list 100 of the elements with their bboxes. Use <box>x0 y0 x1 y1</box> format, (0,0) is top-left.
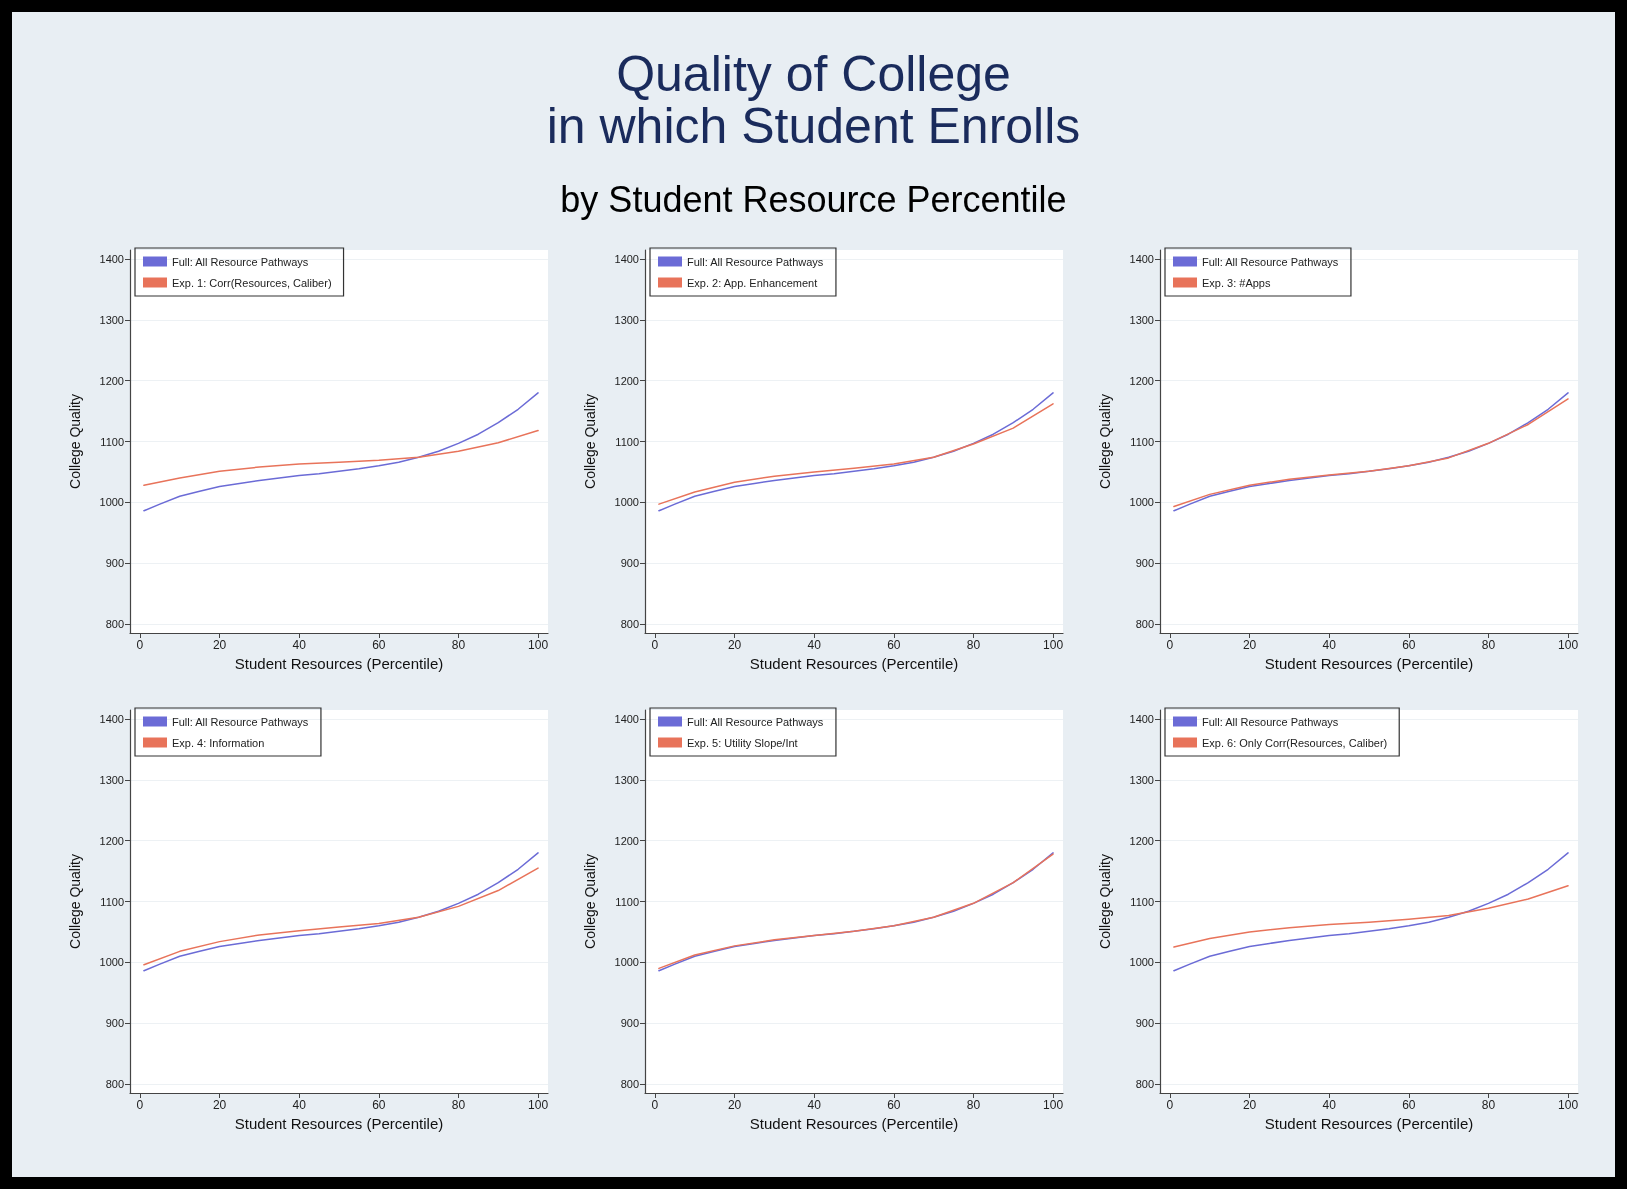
y-tick-label: 1100 <box>100 435 124 448</box>
y-tick-label: 1400 <box>614 713 639 726</box>
y-tick-label: 1300 <box>614 773 639 786</box>
y-tick-label: 900 <box>1135 557 1154 570</box>
y-axis-title: College Quality <box>582 854 598 949</box>
x-tick-label: 20 <box>212 1098 227 1112</box>
x-tick-label: 0 <box>1166 638 1174 652</box>
legend-label: Full: All Resource Pathways <box>687 255 824 268</box>
x-tick-label: 40 <box>292 1098 307 1112</box>
x-tick-label: 40 <box>292 638 307 652</box>
legend-label: Exp. 4: Information <box>172 736 265 749</box>
y-tick-label: 1000 <box>1129 496 1154 509</box>
y-tick-label: 1200 <box>99 374 124 387</box>
y-tick-label: 900 <box>620 557 639 570</box>
x-axis-title: Student Resources (Percentile) <box>1264 1114 1474 1132</box>
x-tick-label: 60 <box>1402 638 1416 652</box>
y-tick-label: 1400 <box>99 253 124 266</box>
y-tick-label: 1300 <box>1129 773 1154 786</box>
x-tick-label: 40 <box>807 1098 822 1112</box>
line-series <box>143 852 539 972</box>
chart-subtitle: by Student Resource Percentile <box>559 179 1068 220</box>
y-tick-label: 1300 <box>1129 313 1154 326</box>
x-tick-label: 100 <box>1043 1098 1064 1112</box>
x-tick-label: 100 <box>1043 638 1064 652</box>
y-tick-label: 1000 <box>1129 956 1154 969</box>
y-tick-label: 1000 <box>614 956 639 969</box>
legend-label: Exp. 5: Utility Slope/Int <box>687 736 798 749</box>
y-tick-label: 800 <box>105 617 124 630</box>
y-tick-label: 800 <box>620 617 639 630</box>
y-tick-label: 1200 <box>99 834 124 847</box>
y-tick-label: 1100 <box>615 895 639 908</box>
y-tick-label: 1400 <box>1129 713 1154 726</box>
x-tick-label: 40 <box>1322 638 1337 652</box>
x-tick-label: 60 <box>372 1098 386 1112</box>
y-axis-title: College Quality <box>1097 854 1113 949</box>
legend-label: Exp. 1: Corr(Resources, Caliber) <box>172 276 332 289</box>
legend-label: Full: All Resource Pathways <box>687 715 824 728</box>
y-tick-label: 1200 <box>1129 374 1154 387</box>
y-tick-label: 1200 <box>614 374 639 387</box>
y-tick-label: 800 <box>620 1077 639 1090</box>
legend-label: Full: All Resource Pathways <box>172 255 309 268</box>
legend-label: Exp. 2: App. Enhancement <box>687 276 818 289</box>
x-tick-label: 60 <box>372 638 386 652</box>
line-series <box>1173 852 1569 972</box>
x-tick-label: 80 <box>451 638 466 652</box>
x-axis-title: Student Resources (Percentile) <box>749 654 959 672</box>
line-series <box>143 392 539 512</box>
x-tick-label: 100 <box>528 638 549 652</box>
x-axis-title: Student Resources (Percentile) <box>234 654 444 672</box>
y-tick-label: 1100 <box>615 435 639 448</box>
legend-label: Full: All Resource Pathways <box>1202 715 1339 728</box>
y-tick-label: 1300 <box>99 313 124 326</box>
y-tick-label: 1400 <box>614 253 639 266</box>
x-tick-label: 40 <box>807 638 822 652</box>
y-tick-label: 1100 <box>1130 895 1154 908</box>
x-tick-label: 60 <box>887 638 901 652</box>
x-tick-label: 100 <box>1558 638 1579 652</box>
x-tick-label: 60 <box>1402 1098 1416 1112</box>
y-tick-label: 800 <box>1135 617 1154 630</box>
x-tick-label: 20 <box>727 638 742 652</box>
y-tick-label: 1100 <box>100 895 124 908</box>
x-tick-label: 100 <box>528 1098 549 1112</box>
x-axis-title: Student Resources (Percentile) <box>749 1114 959 1132</box>
x-axis-title: Student Resources (Percentile) <box>234 1114 444 1132</box>
x-tick-label: 0 <box>136 1098 144 1112</box>
y-axis-title: College Quality <box>582 394 598 489</box>
x-tick-label: 60 <box>887 1098 901 1112</box>
legend-label: Exp. 3: #Apps <box>1202 276 1271 289</box>
y-tick-label: 1000 <box>99 956 124 969</box>
y-axis-title: College Quality <box>1097 394 1113 489</box>
x-tick-label: 20 <box>1242 638 1257 652</box>
y-axis-title: College Quality <box>67 854 83 949</box>
y-tick-label: 1000 <box>99 496 124 509</box>
x-tick-label: 100 <box>1558 1098 1579 1112</box>
legend-label: Full: All Resource Pathways <box>172 715 309 728</box>
y-tick-label: 900 <box>620 1017 639 1030</box>
y-tick-label: 1300 <box>99 773 124 786</box>
x-tick-label: 0 <box>1166 1098 1174 1112</box>
x-tick-label: 80 <box>1481 638 1496 652</box>
line-series <box>143 867 539 966</box>
y-tick-label: 900 <box>105 1017 124 1030</box>
y-tick-label: 1000 <box>614 496 639 509</box>
x-tick-label: 20 <box>212 638 227 652</box>
x-tick-label: 80 <box>1481 1098 1496 1112</box>
chart-title: Quality of College in which Student Enrolls <box>545 46 1082 154</box>
y-tick-label: 1300 <box>614 313 639 326</box>
x-tick-label: 80 <box>451 1098 466 1112</box>
y-axis-title: College Quality <box>67 394 83 489</box>
y-tick-label: 1200 <box>614 834 639 847</box>
y-tick-label: 1400 <box>1129 253 1154 266</box>
y-tick-label: 1200 <box>1129 834 1154 847</box>
x-tick-label: 80 <box>966 638 981 652</box>
x-tick-label: 0 <box>651 638 659 652</box>
x-tick-label: 20 <box>727 1098 742 1112</box>
x-tick-label: 80 <box>966 1098 981 1112</box>
y-tick-label: 800 <box>105 1077 124 1090</box>
legend-label: Exp. 6: Only Corr(Resources, Caliber) <box>1202 736 1388 749</box>
y-tick-label: 1400 <box>99 713 124 726</box>
y-tick-label: 1100 <box>1130 435 1154 448</box>
x-tick-label: 0 <box>136 638 144 652</box>
